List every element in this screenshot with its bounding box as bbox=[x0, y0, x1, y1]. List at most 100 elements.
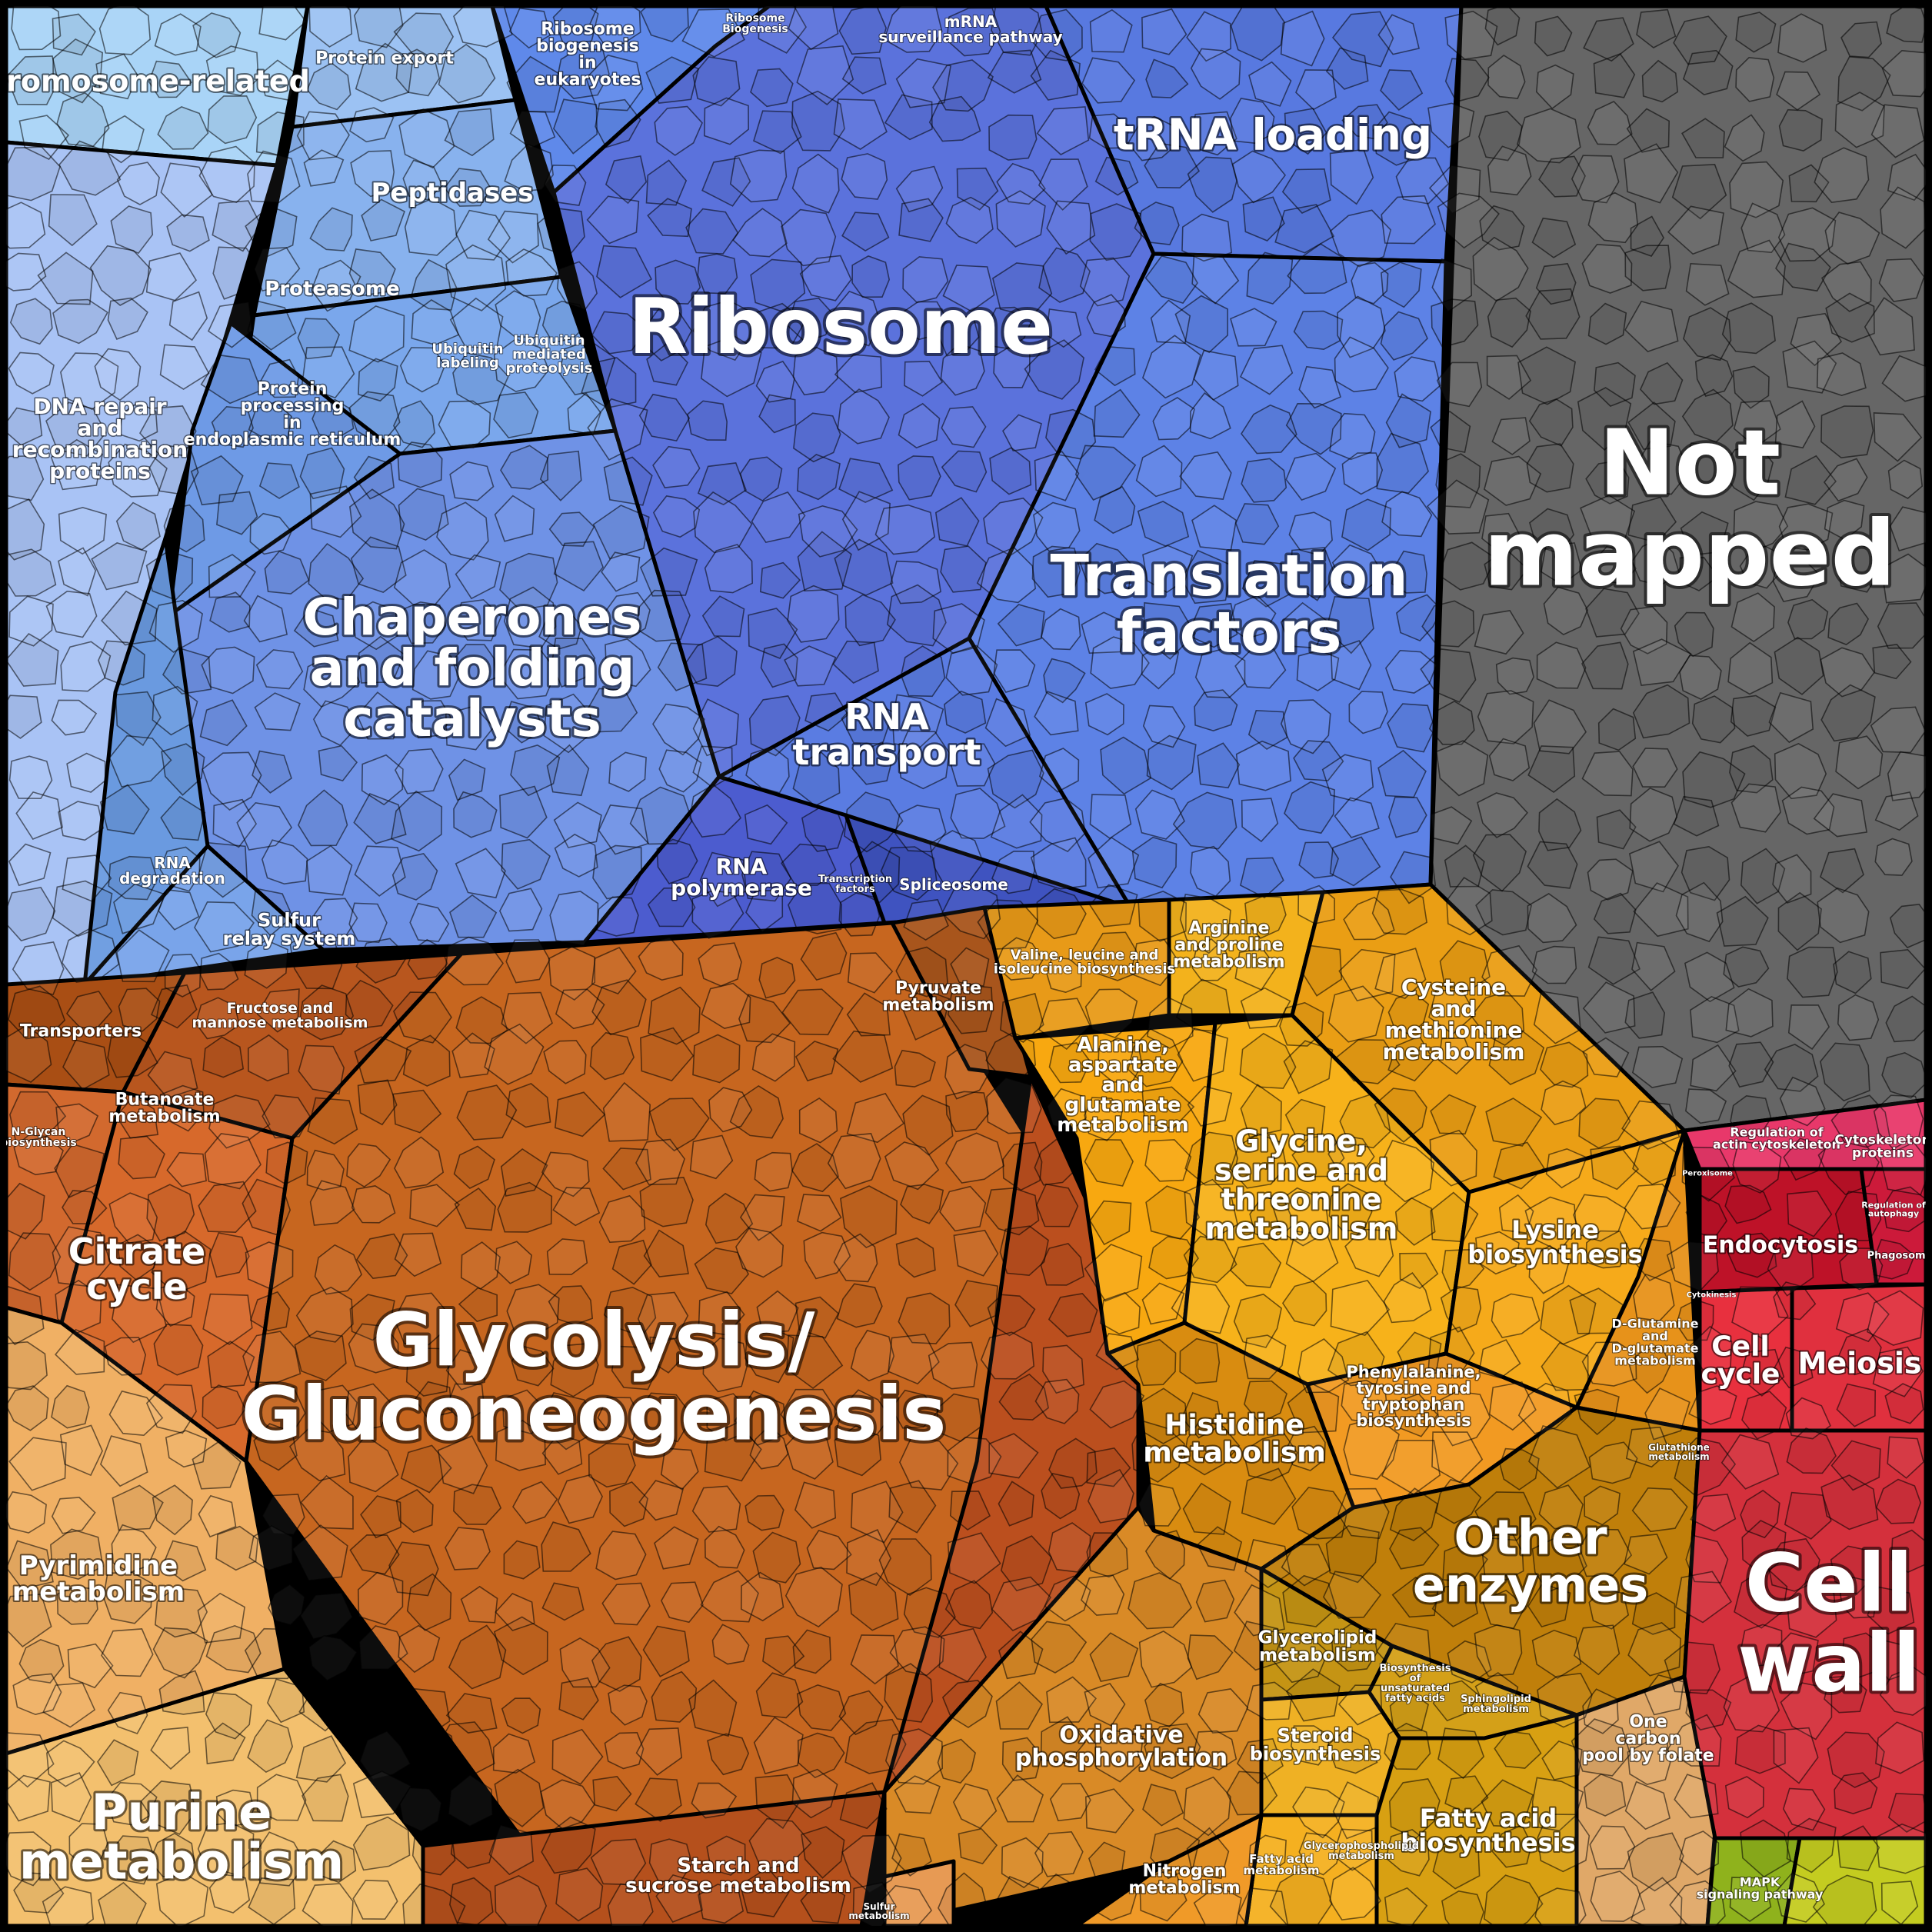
texture-cell bbox=[1384, 1887, 1428, 1926]
texture-cell bbox=[402, 1883, 466, 1926]
texture-cell bbox=[99, 784, 150, 834]
texture-cell bbox=[638, 393, 691, 441]
texture-cell bbox=[1074, 445, 1137, 501]
texture-cell bbox=[607, 1883, 654, 1926]
texture-cell bbox=[13, 1872, 65, 1914]
texture-cell bbox=[1297, 1338, 1350, 1394]
texture-cell bbox=[1881, 1051, 1926, 1099]
texture-cell bbox=[1682, 49, 1734, 95]
texture-cell bbox=[701, 157, 751, 207]
texture-cell bbox=[202, 1293, 253, 1345]
texture-cell bbox=[1790, 312, 1843, 367]
texture-cell bbox=[1139, 1868, 1188, 1922]
texture-cell bbox=[1079, 257, 1131, 307]
texture-cell bbox=[505, 1082, 551, 1128]
texture-cell bbox=[8, 595, 54, 647]
texture-cell bbox=[1636, 8, 1677, 48]
texture-cell bbox=[59, 1424, 103, 1477]
texture-cell bbox=[1436, 361, 1483, 408]
texture-cell bbox=[1537, 1672, 1593, 1728]
texture-cell bbox=[1426, 479, 1490, 535]
region-oxidative bbox=[882, 1505, 1264, 1926]
texture-cell bbox=[1681, 845, 1730, 901]
texture-cell bbox=[301, 346, 355, 399]
texture-cell bbox=[590, 1838, 647, 1886]
texture-cell bbox=[1787, 946, 1838, 998]
texture-cell bbox=[452, 644, 498, 686]
texture-cell bbox=[846, 1529, 891, 1587]
texture-cell bbox=[211, 405, 254, 448]
texture-cell bbox=[168, 291, 208, 341]
texture-cell bbox=[361, 198, 405, 242]
texture-cell bbox=[1481, 1589, 1527, 1630]
texture-cell bbox=[1138, 891, 1188, 942]
texture-cell bbox=[1774, 1872, 1825, 1923]
texture-cell bbox=[299, 447, 345, 500]
texture-cell bbox=[792, 1629, 831, 1674]
texture-cell bbox=[1084, 1244, 1143, 1302]
texture-cell bbox=[886, 584, 947, 647]
texture-cell bbox=[414, 1381, 453, 1419]
texture-cell bbox=[345, 979, 394, 1029]
texture-cell bbox=[706, 1393, 751, 1442]
texture-cell bbox=[207, 301, 253, 348]
texture-cell bbox=[11, 6, 62, 51]
texture-cell bbox=[1773, 1632, 1819, 1679]
texture-cell bbox=[699, 851, 747, 908]
label-ribosome-biogenesis-small: Ribosome Biogenesis bbox=[722, 12, 788, 35]
label-rna-transport: RNA transport bbox=[792, 696, 981, 773]
texture-cell bbox=[1472, 236, 1529, 302]
texture-cell bbox=[841, 153, 888, 200]
texture-cell bbox=[751, 1033, 796, 1082]
texture-cell bbox=[611, 1345, 661, 1391]
texture-cell bbox=[458, 1287, 498, 1323]
texture-cell bbox=[261, 1094, 311, 1139]
texture-cell bbox=[1385, 1829, 1430, 1877]
texture-cell bbox=[453, 1484, 502, 1525]
texture-cell bbox=[1729, 1877, 1772, 1922]
texture-cell bbox=[209, 591, 251, 633]
texture-cell bbox=[111, 1524, 157, 1574]
texture-cell bbox=[1787, 598, 1829, 640]
texture-cell bbox=[549, 891, 599, 947]
texture-cell bbox=[832, 1030, 894, 1083]
texture-cell bbox=[1246, 251, 1294, 305]
texture-cell bbox=[451, 1032, 495, 1078]
texture-cell bbox=[1786, 1427, 1837, 1474]
texture-cell bbox=[589, 1031, 635, 1081]
texture-cell bbox=[358, 358, 398, 402]
texture-cell bbox=[460, 1241, 501, 1290]
texture-cell bbox=[889, 1626, 945, 1677]
texture-cell bbox=[1035, 1183, 1079, 1227]
texture-cell bbox=[495, 290, 541, 338]
texture-cell bbox=[791, 90, 845, 152]
texture-cell bbox=[1088, 836, 1140, 889]
texture-cell bbox=[883, 6, 943, 53]
texture-cell bbox=[850, 1634, 899, 1685]
texture-cell bbox=[1381, 491, 1433, 538]
texture-cell bbox=[1297, 884, 1335, 924]
texture-cell bbox=[1527, 1583, 1571, 1628]
label-ubiquitin-proteolysis: Ubiquitin mediated proteolysis bbox=[506, 332, 593, 376]
texture-cell bbox=[244, 939, 288, 989]
texture-cell bbox=[455, 554, 501, 600]
texture-cell bbox=[998, 1373, 1049, 1421]
texture-cell bbox=[1150, 1827, 1201, 1880]
texture-cell bbox=[541, 1521, 591, 1572]
texture-cell bbox=[1441, 1890, 1484, 1926]
texture-cell bbox=[58, 140, 122, 196]
texture-cell bbox=[692, 1034, 741, 1084]
texture-cell bbox=[1181, 1391, 1222, 1439]
texture-cell bbox=[1233, 1293, 1282, 1348]
texture-cell bbox=[1084, 1138, 1134, 1187]
texture-cell bbox=[1183, 1776, 1231, 1837]
texture-cell bbox=[6, 1024, 52, 1083]
texture-cell bbox=[251, 750, 292, 794]
texture-cell bbox=[1535, 64, 1574, 110]
texture-cell bbox=[537, 1391, 599, 1451]
texture-cell bbox=[353, 455, 395, 500]
texture-cell bbox=[45, 401, 107, 457]
texture-cell bbox=[1783, 1138, 1827, 1181]
texture-cell bbox=[1681, 1146, 1735, 1202]
texture-cell bbox=[495, 1241, 532, 1284]
